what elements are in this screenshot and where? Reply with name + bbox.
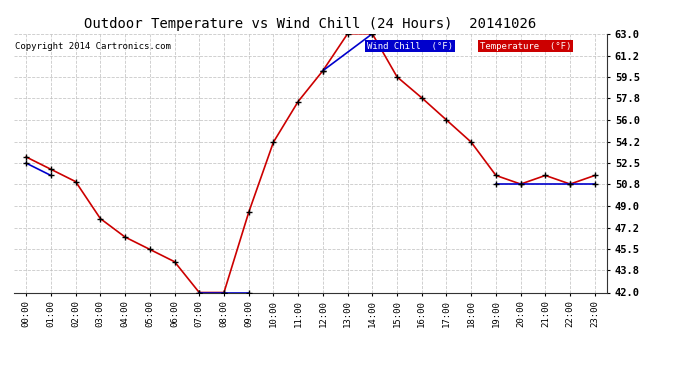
Title: Outdoor Temperature vs Wind Chill (24 Hours)  20141026: Outdoor Temperature vs Wind Chill (24 Ho… [84,17,537,31]
Text: Copyright 2014 Cartronics.com: Copyright 2014 Cartronics.com [15,42,171,51]
Text: Temperature  (°F): Temperature (°F) [480,42,571,51]
Text: Wind Chill  (°F): Wind Chill (°F) [367,42,453,51]
